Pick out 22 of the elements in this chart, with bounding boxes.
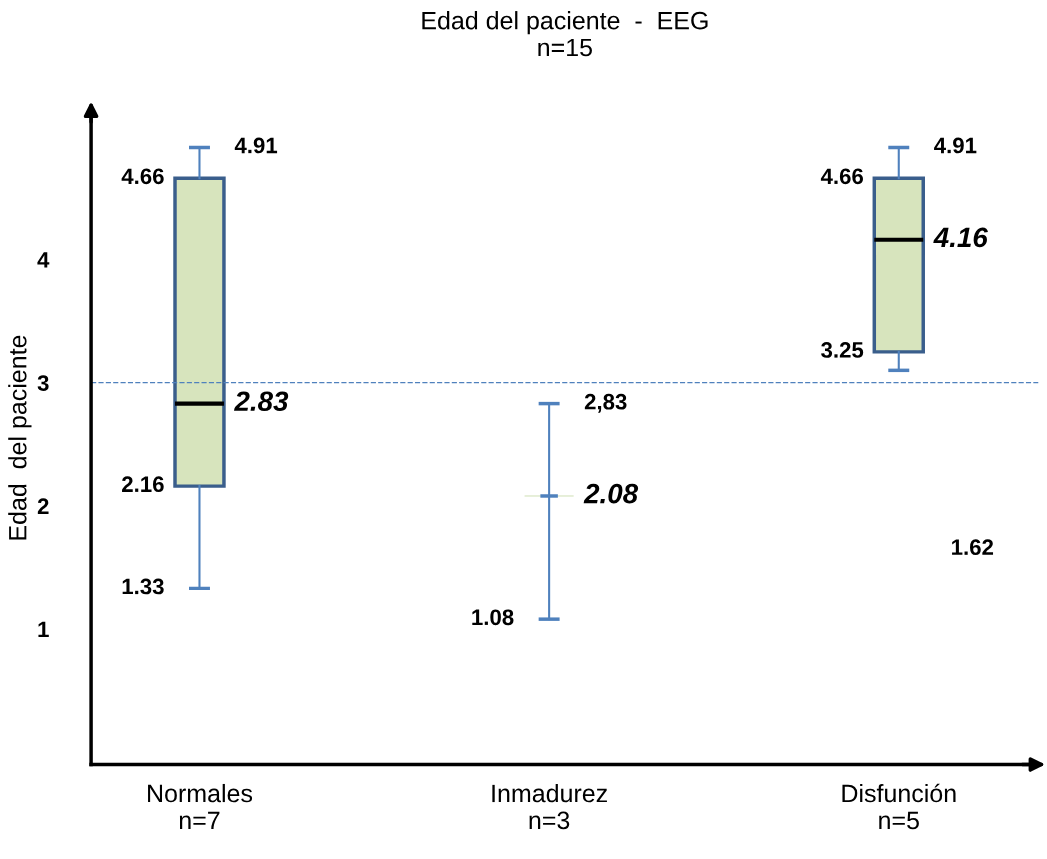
y-tick-label: 1: [38, 621, 49, 638]
annotation: 4.16: [933, 227, 988, 248]
chart-title: Edad del paciente - EEG n=15: [422, 11, 708, 57]
annotation: 1.33: [122, 578, 164, 595]
annotation: 2,83: [584, 393, 627, 413]
annotation: 2.16: [122, 476, 164, 493]
annotation: 4.66: [121, 168, 164, 185]
annotation: 1.08: [472, 609, 514, 626]
annotation: 4.91: [934, 137, 977, 154]
x-tick-label: Inmadurez n=3: [492, 783, 607, 830]
x-tick-label: Normales n=7: [148, 783, 253, 829]
annotation: 4.66: [820, 168, 863, 185]
y-tick-label: 4: [37, 252, 50, 268]
annotation: 2.83: [234, 391, 289, 412]
annotation: 3.25: [821, 342, 864, 358]
y-tick-label: 2: [37, 498, 49, 514]
annotation: 1.62: [952, 539, 994, 556]
y-axis-title: Edad del paciente: [8, 335, 32, 540]
annotation: 2.08: [583, 483, 639, 504]
y-tick-label: 3: [37, 375, 49, 391]
annotation: 4.91: [234, 137, 278, 154]
x-tick-label: Disfunción n=5: [842, 783, 956, 830]
